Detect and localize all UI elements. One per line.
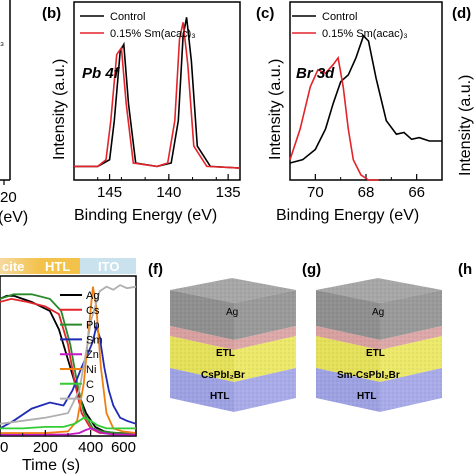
panel-e-band-ito [80, 258, 136, 274]
panel-e-legend-label: Ni [86, 364, 96, 376]
panel-b-ylabel: Intensity (a.u.) [51, 59, 68, 160]
panel-h: (h [458, 261, 472, 278]
panel-c-tick-label: 66 [408, 184, 425, 201]
panel-f-cube: Ag ETL CsPbI₂Br HTL [170, 278, 296, 412]
panel-b-annotation: Pb 4f [82, 65, 121, 82]
panel-c-annotation: Br 3d [296, 65, 335, 82]
panel-e-legend: Ag Cs Pb Sm Zn Ni CO [60, 290, 103, 406]
panel-f-layer-etl: ETL [216, 348, 235, 359]
panel-d-ylabel: Intensity (a.u.) [457, 75, 474, 176]
panel-g-letter: (g) [302, 261, 321, 278]
panel-b-legend: Control 0.15% Sm(acac)₃ [80, 11, 196, 40]
panel-e-band-label-htl: HTL [45, 259, 70, 274]
panel-b-legend-sm: 0.15% Sm(acac)₃ [110, 28, 196, 40]
panel-g-layer-perovskite: Sm-CsPbI₂Br [337, 370, 400, 381]
panel-b-legend-control: Control [110, 11, 145, 23]
panel-c-series-0-15-sm-acac [289, 55, 379, 181]
panel-e-tick-label: 600 [111, 439, 136, 456]
panel-c-ylabel: Intensity (a.u.) [267, 59, 284, 160]
panel-e-band-label-ito: ITO [98, 259, 119, 274]
panel-a-tick-label: 20 [0, 189, 17, 206]
panel-c-legend-sm: 0.15% Sm(acac)₃ [322, 28, 408, 40]
panel-c-series-control [289, 34, 442, 164]
panel-c-xlabel: Binding Energy (eV) [276, 207, 419, 224]
panel-e-legend-label: Ag [86, 290, 99, 302]
panel-f-layer-htl: HTL [210, 391, 229, 402]
panel-b-series-0-15-sm-acac [74, 22, 241, 169]
panel-g: (g) Ag ETL Sm-CsPbI₂Br HTL [302, 261, 442, 412]
panel-b-tick-label: 135 [216, 184, 241, 201]
panel-e-band-perovskite [0, 258, 40, 274]
panel-e-legend-label: Zn [86, 349, 99, 361]
panel-e-xlabel: Time (s) [22, 457, 80, 474]
panel-a-legend-fragment: ₃ [0, 37, 4, 48]
panel-b-frame [73, 1, 241, 181]
panel-f: (f) Ag ETL CsPbI₂Br HTL [148, 261, 296, 412]
panel-e-legend-label: Sm [86, 334, 103, 346]
panel-f-texture [170, 278, 296, 412]
panel-e-band-label-perovskite: cite [2, 259, 24, 274]
panel-e-legend-label: Cs [86, 305, 100, 317]
panel-g-texture [316, 278, 442, 412]
panel-a: 20 (eV) ₃ [0, 0, 28, 226]
panel-e-band-htl [40, 258, 80, 274]
panel-c-letter: (c) [256, 5, 274, 22]
panel-e: cite HTL ITO 0 200 400 600 Ag Cs Pb Sm Zn Ni CO T… [0, 258, 137, 474]
panel-b-tick-label: 140 [156, 184, 181, 201]
panel-b-letter: (b) [42, 5, 61, 22]
panel-e-series-zn [0, 427, 136, 436]
panel-h-letter: (h [458, 261, 472, 278]
panel-b: (b) Intensity (a.u.) 145 140 135 Pb 4f Con… [42, 1, 241, 224]
panel-f-layer-ag: Ag [226, 307, 238, 318]
panel-e-legend-label: Pb [86, 320, 99, 332]
panel-e-series-c [0, 416, 136, 430]
panel-e-series-o [0, 284, 137, 425]
panel-e-series-sm [0, 322, 137, 430]
panel-e-tick-label: 0 [0, 439, 8, 456]
panel-g-layer-etl: ETL [366, 348, 385, 359]
panel-c-tick-label: 70 [307, 184, 324, 201]
panel-f-letter: (f) [148, 261, 163, 278]
panel-g-cube: Ag ETL Sm-CsPbI₂Br HTL [316, 278, 442, 412]
panel-e-legend-label: O [86, 394, 95, 406]
panel-e-series-pb [0, 293, 136, 434]
panel-e-tick-label: 200 [33, 439, 58, 456]
panel-c-legend-control: Control [322, 11, 357, 23]
panel-e-legend-label: C [86, 379, 94, 391]
panel-c-legend: Control 0.15% Sm(acac)₃ [292, 11, 408, 40]
panel-b-xlabel: Binding Energy (eV) [74, 207, 217, 224]
panel-d-letter: (d) [452, 5, 471, 22]
panel-g-layer-htl: HTL [357, 391, 376, 402]
panel-f-layer-perovskite: CsPbI₂Br [201, 370, 245, 381]
panel-c: (c) Intensity (a.u.) 70 68 66 Br 3d Contro… [256, 1, 443, 224]
panel-e-tick-label: 400 [78, 439, 103, 456]
panel-c-tick-label: 68 [358, 184, 375, 201]
panel-a-xlabel: (eV) [0, 209, 28, 226]
panel-b-tick-label: 145 [97, 184, 122, 201]
panel-d: (d) Intensity (a.u.) [452, 5, 474, 176]
panel-g-layer-ag: Ag [372, 307, 384, 318]
